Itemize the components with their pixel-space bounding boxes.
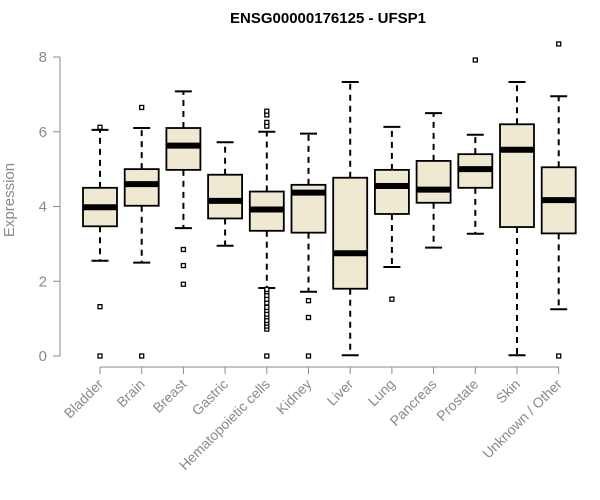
outlier-point [264, 108, 270, 114]
outlier-point [97, 124, 103, 130]
outlier-point [264, 119, 270, 126]
outlier-point [264, 286, 270, 293]
iqr-box [332, 176, 369, 290]
x-tick-label: Bladder [61, 376, 107, 422]
x-tick-label: Unknown / Other [479, 376, 565, 462]
outlier-point [180, 246, 187, 253]
iqr-box [165, 127, 202, 171]
chart-title: ENSG00000176125 - UFSP1 [230, 10, 426, 27]
iqr-box [373, 168, 410, 215]
x-tick-label: Brain [113, 376, 147, 410]
iqr-box [499, 123, 535, 228]
outlier-point [180, 262, 187, 269]
box-group-breast [165, 90, 202, 287]
box-group-lung [373, 125, 410, 302]
outlier-point [472, 57, 478, 63]
outlier-point [305, 314, 312, 321]
y-tick-label: 8 [39, 49, 47, 66]
x-tick-label: Prostate [433, 376, 481, 424]
outlier-point [305, 353, 312, 359]
box-group-gastric [207, 141, 244, 247]
outlier-point [139, 353, 145, 359]
outlier-point [264, 304, 270, 311]
iqr-box [207, 173, 244, 220]
box-group-unknown-other [540, 41, 577, 359]
x-tick-label: Kidney [273, 376, 315, 418]
y-tick-label: 2 [39, 273, 47, 290]
box-group-prostate [457, 57, 494, 235]
x-tick-label: Breast [150, 376, 190, 416]
x-tick-label: Liver [324, 376, 357, 409]
iqr-box [415, 160, 452, 204]
x-tick-label: Lung [365, 376, 398, 409]
y-tick-label: 0 [39, 348, 47, 365]
boxes-group [82, 41, 577, 359]
outlier-point [264, 353, 270, 359]
box-group-kidney [290, 132, 327, 359]
outlier-point [97, 353, 103, 359]
outlier-point [556, 41, 562, 47]
y-axis-label: Expression [1, 163, 18, 237]
y-tick-label: 4 [39, 199, 47, 216]
y-axis: 0 2 4 6 8 [39, 49, 61, 365]
outlier-point [305, 298, 312, 304]
outlier-point [556, 353, 562, 359]
box-group-hematopoietic-cells [248, 108, 285, 359]
outlier-point [180, 281, 187, 287]
outlier-point [97, 304, 103, 310]
box-group-pancreas [415, 112, 452, 249]
box-group-brain [123, 104, 160, 359]
box-group-bladder [82, 124, 118, 359]
outlier-point [389, 296, 395, 302]
x-tick-label: Skin [493, 376, 524, 407]
outlier-point [139, 104, 145, 111]
box-group-liver [332, 81, 369, 357]
box-group-skin [499, 81, 535, 357]
iqr-box [123, 168, 160, 207]
y-tick-label: 6 [39, 124, 47, 141]
